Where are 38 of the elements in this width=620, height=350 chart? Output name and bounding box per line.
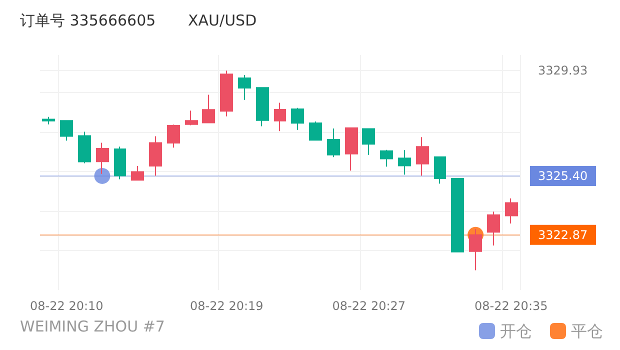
candlestick (309, 121, 322, 141)
candlestick (149, 136, 162, 176)
candlestick (291, 107, 304, 130)
candlestick (167, 124, 180, 148)
text: WEIMING ZHOU #7 (20, 318, 165, 336)
candlestick (256, 87, 269, 127)
legend-label: 平仓 (571, 322, 603, 340)
candlestick (362, 128, 375, 156)
legend-label: 开仓 (500, 322, 532, 340)
candlestick (114, 146, 126, 180)
candlestick (274, 102, 286, 132)
candlestick (451, 178, 464, 252)
candlestick (238, 74, 251, 100)
candlestick (42, 116, 55, 125)
candlestick (398, 150, 411, 176)
x-tick-label: 08-22 20:10 (30, 299, 104, 313)
y-tick-label: 3322.87 (538, 228, 588, 242)
candlestick (78, 131, 91, 164)
x-tick-label: 08-22 20:35 (474, 299, 548, 313)
candlestick (202, 94, 215, 124)
x-tick-label: 08-22 20:19 (190, 299, 264, 313)
candlestick (434, 156, 446, 184)
chart-title: 订单号 335666605 (20, 12, 156, 30)
candlestick (131, 165, 144, 181)
y-tick-label: 3325.40 (538, 168, 588, 183)
x-tick-label: 08-22 20:27 (332, 299, 406, 313)
candlestick (380, 149, 393, 168)
candlestick (345, 127, 358, 172)
candlestick (60, 120, 73, 142)
candlestick (505, 198, 518, 224)
candlestick (487, 211, 500, 246)
chart-subtitle: XAU/USD (188, 12, 257, 30)
candlestick (416, 136, 429, 176)
candlestick (327, 128, 340, 158)
candlestick (469, 228, 482, 271)
candlestick (185, 110, 198, 126)
candlestick (220, 70, 233, 117)
y-tick-label: 3329.93 (538, 64, 588, 78)
